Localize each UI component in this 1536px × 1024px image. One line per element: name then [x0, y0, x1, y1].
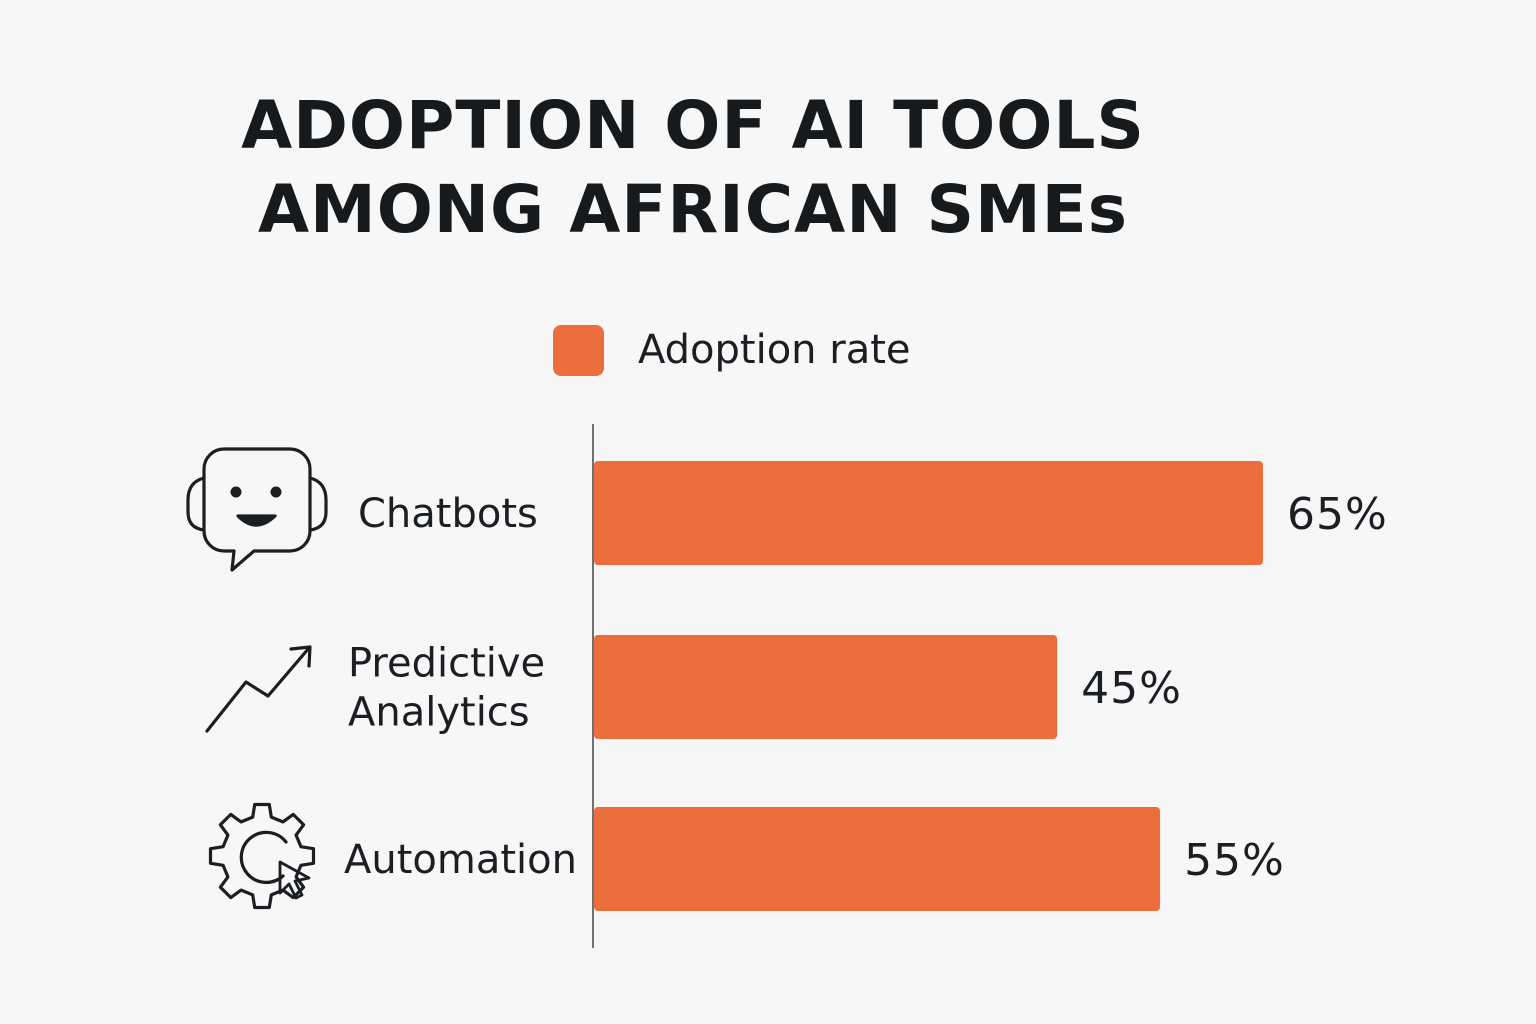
chart-title-line-1: ADOPTION OF AI TOOLS — [241, 87, 1145, 164]
legend-label: Adoption rate — [638, 327, 911, 373]
bar-chatbots — [594, 461, 1263, 565]
bar-predictive-analytics — [594, 635, 1058, 739]
category-label: Analytics — [348, 690, 530, 736]
value-label: 45% — [1081, 663, 1182, 714]
gear-outline — [208, 802, 316, 910]
legend: Adoption rate — [553, 324, 911, 376]
legend-swatch — [553, 324, 604, 376]
chart-title-line-2: AMONG AFRICAN SMEs — [257, 171, 1129, 248]
automation-gear-icon — [208, 802, 316, 910]
chart-title: ADOPTION OF AI TOOLS AMONG AFRICAN SMEs — [0, 84, 1386, 252]
chatbot-icon — [186, 447, 328, 572]
bar-automation — [594, 807, 1161, 911]
trend-arrow-icon — [205, 645, 312, 733]
value-label: 65% — [1287, 489, 1388, 540]
value-label: 55% — [1184, 835, 1285, 886]
category-label: Predictive — [348, 641, 545, 687]
category-label: Automation — [344, 837, 577, 883]
category-label: Chatbots — [358, 491, 538, 537]
